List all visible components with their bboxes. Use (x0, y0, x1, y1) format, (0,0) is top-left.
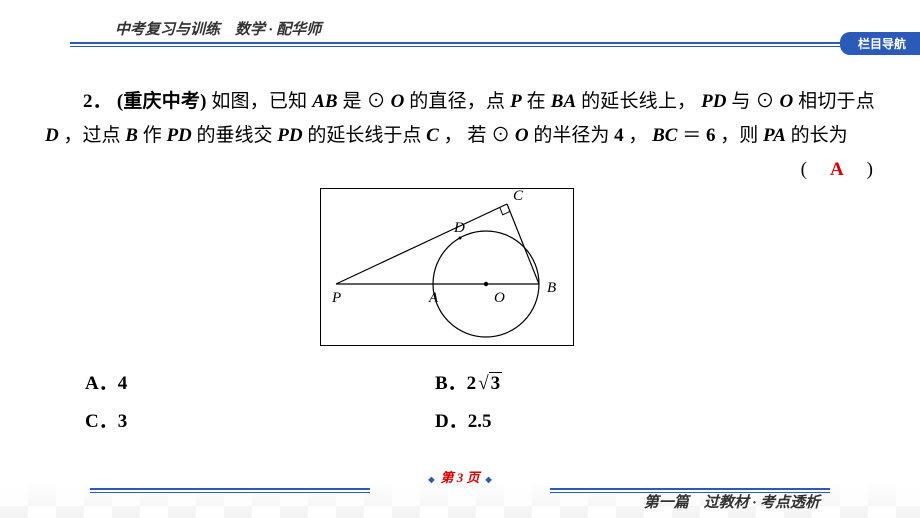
q-t8: ，过点 (63, 125, 125, 146)
q-t1: 如图，已知 (211, 91, 307, 112)
q-t9: 作 (143, 125, 167, 146)
q-p: P (510, 91, 522, 112)
option-b-sqrt: 3 (489, 372, 503, 394)
q-o1: O (391, 91, 405, 112)
q-pd1: PD (701, 91, 726, 112)
page-number: 第 3 页 (422, 467, 497, 486)
svg-text:O: O (494, 290, 505, 306)
q-bcv: 6 (706, 125, 716, 146)
q-r: 4 (614, 125, 624, 146)
answer-paren: ( A ) (801, 153, 875, 187)
q-o2: O (779, 91, 793, 112)
q-d: D (45, 125, 59, 146)
option-d: D．2.5 (435, 403, 860, 441)
option-b: B．2 3 (435, 365, 860, 403)
header-rule-2 (70, 46, 840, 47)
q-ba: BA (551, 91, 576, 112)
option-a: A．4 (85, 365, 435, 403)
q-o3: O (515, 125, 529, 146)
nav-badge[interactable]: 栏目导航 (840, 32, 920, 55)
q-t3: 的直径，点 (409, 91, 510, 112)
q-t5: 的延长线上， (581, 91, 696, 112)
q-t11: 的延长线于点 (307, 125, 426, 146)
footer-rule-right (550, 488, 830, 490)
q-b: B (125, 125, 138, 146)
options-row-1: A．4 B．2 3 (85, 365, 860, 403)
footer: 第 3 页 第一篇 过教材 · 考点透析 (0, 460, 920, 518)
svg-text:C: C (513, 189, 524, 204)
question-number: 2． (83, 91, 112, 112)
q-t16: ，则 (720, 125, 763, 146)
svg-text:D: D (453, 220, 465, 236)
header-rule-1 (70, 42, 840, 44)
question-block: 2． (重庆中考) 如图，已知 AB 是 ⊙ O 的直径，点 P 在 BA 的延… (45, 85, 875, 188)
paren-open: ( (801, 159, 830, 180)
q-ab: AB (312, 91, 337, 112)
footer-rules (90, 488, 830, 490)
options-block: A．4 B．2 3 C．3 D．2.5 (85, 365, 860, 441)
q-t14: ， (628, 125, 647, 146)
q-pd2: PD (166, 125, 191, 146)
q-t12: ， 若 ⊙ (444, 125, 511, 146)
figure-svg: P A O B D C (321, 189, 575, 347)
q-c: C (426, 125, 439, 146)
q-t2: 是 ⊙ (343, 91, 386, 112)
svg-text:B: B (547, 280, 556, 296)
options-row-2: C．3 D．2.5 (85, 403, 860, 441)
header-title: 中考复习与训练 数学 · 配华师 (115, 18, 321, 39)
q-t4: 在 (527, 91, 551, 112)
q-t6: 与 ⊙ (731, 91, 774, 112)
sqrt-icon: 3 (476, 365, 502, 403)
q-t10: 的垂线交 (197, 125, 278, 146)
q-pa: PA (763, 125, 786, 146)
q-t13: 的半径为 (533, 125, 614, 146)
option-c: C．3 (85, 403, 435, 441)
geometry-figure: P A O B D C (320, 188, 574, 346)
svg-text:P: P (331, 290, 341, 306)
q-pd3: PD (277, 125, 302, 146)
footer-rule-left (90, 488, 370, 490)
question-source: (重庆中考) (117, 91, 207, 112)
q-t7: 相切于点 (798, 91, 875, 112)
q-t15: ＝ (682, 125, 701, 146)
option-b-prefix: B．2 (435, 373, 476, 394)
answer-letter: A (830, 159, 846, 180)
paren-close: ) (846, 159, 875, 180)
q-t17: 的长为 (791, 125, 848, 146)
q-bc: BC (652, 125, 677, 146)
footer-section: 第一篇 过教材 · 考点透析 (644, 491, 820, 512)
svg-text:A: A (428, 290, 439, 306)
